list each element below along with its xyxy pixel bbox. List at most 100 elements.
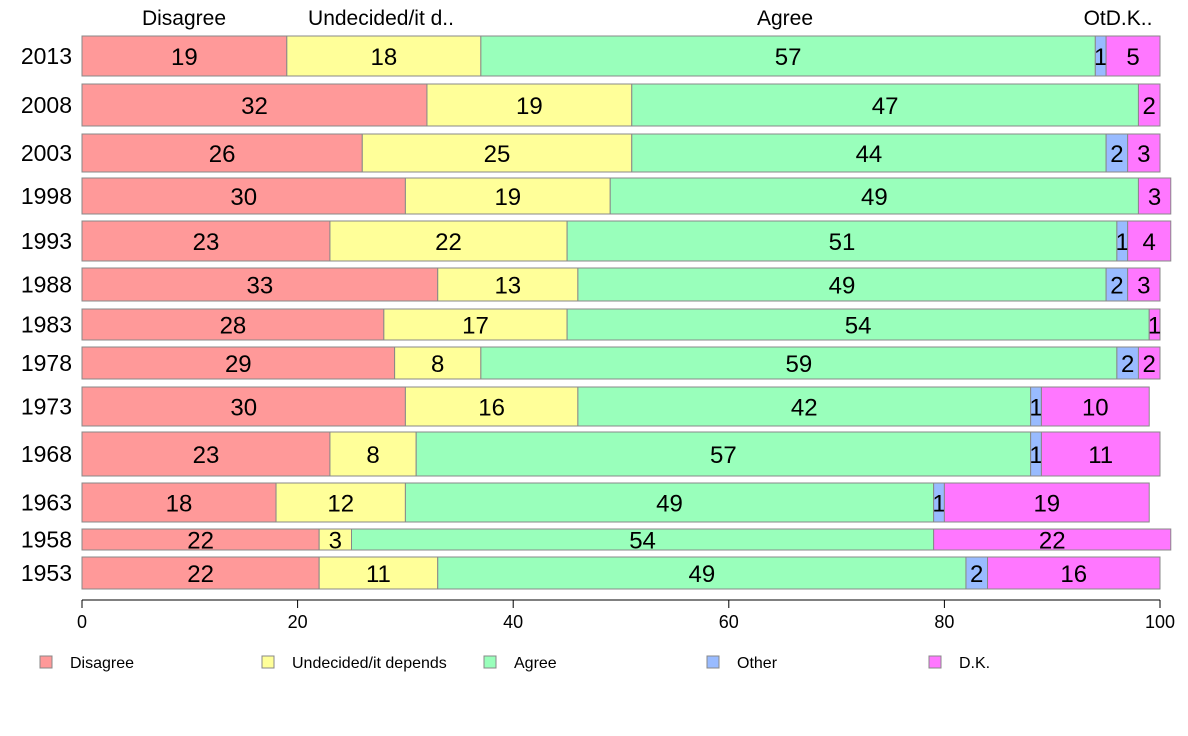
y-tick-label: 1998 [21,183,72,209]
y-tick-label: 1983 [21,312,72,338]
data-label: 30 [230,395,257,422]
data-label: 54 [845,313,872,340]
bar-segment [1148,308,1161,341]
bar-segment [81,556,320,590]
data-label: 49 [861,184,888,211]
data-label: 5 [1126,44,1139,71]
bar-segment [631,133,1107,173]
bar-segment [1137,177,1172,215]
data-label: 1 [1029,395,1042,422]
bar-segment [81,83,428,127]
x-tick-label: 60 [719,612,739,632]
data-label: 4 [1143,229,1156,256]
data-label: 49 [688,561,715,588]
y-tick-label: 1978 [21,350,72,376]
data-label: 3 [1137,141,1150,168]
data-label: 3 [1137,273,1150,300]
data-label: 2 [1110,141,1123,168]
bar-segment [437,267,579,302]
bar-segment [631,83,1139,127]
legend-swatch [928,655,942,669]
data-label: 17 [462,313,489,340]
bar-segment [566,308,1150,341]
y-axis-labels: 2013 2008 2003 1998 1993 1988 1983 1978 1973 1968… [21,43,72,586]
data-label: 42 [791,395,818,422]
legend-label: Disagree [70,655,134,672]
data-label: 25 [484,141,511,168]
data-label: 23 [193,442,220,469]
y-tick-label: 1953 [21,560,72,586]
data-label: 18 [166,491,193,518]
bar-segment [577,267,1107,302]
bar-segment [577,386,1032,427]
data-label: 11 [1088,442,1113,469]
x-tick-label: 80 [934,612,954,632]
legend-label: Agree [514,655,557,672]
data-label: 1 [1094,44,1107,71]
data-label: 18 [370,44,397,71]
bar-segment [81,482,277,523]
data-label: 22 [1039,528,1066,555]
data-label: 23 [193,229,220,256]
bar-segment [1040,431,1161,477]
data-label: 3 [329,528,342,555]
data-label: 57 [775,44,802,71]
column-header: Undecided/it d.. [308,7,454,30]
data-label: 22 [435,229,462,256]
data-label: 49 [829,273,856,300]
data-label: 12 [327,491,354,518]
data-label: 30 [230,184,257,211]
y-tick-label: 1988 [21,272,72,298]
bar-segment [329,220,568,262]
data-label: 22 [187,528,214,555]
bar-segment [286,35,482,77]
x-tick-label: 100 [1145,612,1175,632]
data-label: 8 [366,442,379,469]
bar-segment [81,220,331,262]
data-label: 57 [710,442,737,469]
bar-segment [480,346,1118,380]
bar-segment [437,556,967,590]
data-label: 33 [247,273,274,300]
data-label: 11 [366,561,391,588]
bar-segment [81,386,406,427]
data-label: 10 [1082,395,1109,422]
bar-segment [1137,83,1161,127]
column-header: OtD.K.. [1084,7,1153,30]
bar-segment [81,133,363,173]
x-tick-label: 20 [288,612,308,632]
legend-swatch [483,655,497,669]
legend-label: Undecided/it depends [292,655,447,672]
data-label: 26 [209,141,236,168]
legend: Disagree Undecided/it depends Agree Other D.… [39,655,990,672]
column-header: Disagree [142,7,226,30]
data-label: 49 [656,491,683,518]
x-tick-label: 40 [503,612,523,632]
top-category-headers: Disagree Undecided/it d.. Agree OtD.K.. [142,7,1152,30]
data-label: 16 [1060,561,1087,588]
y-tick-label: 1973 [21,394,72,420]
bar-segment [1040,386,1150,427]
x-tick-label: 0 [77,612,87,632]
data-label: 13 [494,273,521,300]
y-tick-label: 2008 [21,92,72,118]
legend-swatch [706,655,720,669]
x-axis: 0 20 40 60 80 100 [77,599,1175,632]
bar-segment [1127,220,1172,262]
bar-segment [987,556,1161,590]
data-label: 2 [970,561,983,588]
y-tick-label: 2013 [21,43,72,69]
data-label: 54 [629,528,656,555]
bar-segment [933,528,1172,551]
bar-segment [1105,35,1161,77]
bar-segment [275,482,406,523]
bar-segment [1137,346,1161,380]
bar-segment [426,83,633,127]
bar-segment [81,308,385,341]
bar-segment [943,482,1150,523]
bar-segment [1127,133,1161,173]
data-label: 51 [829,229,856,256]
data-label: 32 [241,93,268,120]
data-label: 3 [1148,184,1161,211]
